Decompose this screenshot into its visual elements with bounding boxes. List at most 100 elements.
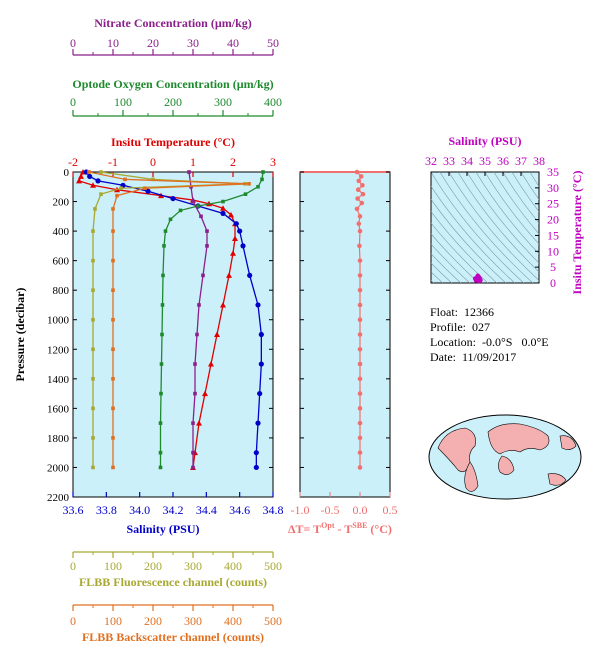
delta-axis-label-part: Opt: [321, 521, 335, 530]
salinity-point: [220, 210, 226, 216]
nitrate-axis-label: Nitrate Concentration (µm/kg): [94, 16, 252, 30]
oxygen-point: [161, 273, 165, 278]
oxygen-point: [243, 192, 248, 196]
oxygen-point: [158, 450, 163, 455]
nitrate-point: [191, 450, 195, 455]
ts-density-contour: [439, 172, 534, 283]
delta-axis-label-part: (°C): [367, 522, 391, 536]
map-landmass: [559, 435, 577, 450]
pressure-tick-label: 200: [53, 197, 70, 209]
salinity-tick-label: 33.6: [63, 503, 84, 517]
delta-point: [357, 346, 363, 352]
fluorescence-axis-label: FLBB Fluorescence channel (counts): [79, 575, 267, 589]
temperature-point: [202, 390, 208, 397]
fluorescence-point: [91, 229, 95, 233]
temperature-point: [226, 272, 232, 278]
ts-density-contour: [520, 172, 539, 200]
backscatter-point: [143, 186, 147, 191]
salinity-point: [247, 272, 253, 279]
ts-point: [478, 277, 483, 283]
salinity-point: [240, 243, 246, 249]
ts-density-contour: [431, 222, 489, 283]
nitrate-tick-label: 10: [107, 36, 119, 50]
fluorescence-tick-label: 0: [70, 559, 76, 573]
oxygen-point: [221, 199, 225, 204]
pressure-tick-label: 1000: [47, 315, 70, 327]
salinity-tick-label: 34.8: [263, 503, 284, 517]
salinity-point: [233, 221, 239, 227]
delta-plot-area: [299, 171, 391, 498]
pressure-tick-label: 1200: [47, 344, 70, 356]
nitrate-tick-label: 50: [267, 36, 279, 50]
pressure-tick-label: 400: [53, 226, 70, 238]
salinity-point: [253, 450, 259, 456]
delta-series-line: [356, 171, 364, 468]
main-plot-area: [72, 171, 274, 498]
backscatter-point: [115, 193, 119, 198]
map-landmass: [498, 455, 515, 475]
ts-density-contour: [502, 172, 539, 224]
ts-salinity-tick-label: 37: [515, 154, 527, 168]
info-float: Float: 12366: [430, 305, 494, 320]
delta-point: [357, 465, 363, 470]
nitrate-point: [191, 421, 195, 425]
delta-point: [357, 376, 363, 382]
oxygen-tick-label: 400: [264, 95, 282, 109]
pressure-tick-label: 1600: [47, 403, 70, 415]
nitrate-point: [199, 214, 203, 219]
pressure-axis-label: Pressure (decibar): [13, 288, 27, 382]
salinity-point: [258, 361, 264, 367]
oxygen-series-line: [159, 171, 264, 468]
ts-temperature-tick-label: 5: [550, 260, 556, 274]
fluorescence-point: [91, 377, 95, 381]
ts-density-contour: [431, 271, 444, 283]
delta-point: [360, 182, 365, 188]
oxygen-point: [163, 229, 168, 233]
date-label: Date:: [430, 350, 456, 364]
temperature-axis-label: Insitu Temperature (°C): [111, 135, 235, 149]
ts-temperature-tick-label: 30: [547, 181, 559, 195]
date-value: 11/09/2017: [462, 350, 517, 364]
delta-tick-label: 0.0: [353, 503, 368, 517]
backscatter-tick-label: 500: [264, 614, 282, 628]
map-landmass: [487, 423, 550, 455]
backscatter-point: [111, 377, 115, 381]
temperature-point: [214, 331, 220, 337]
ts-salinity-tick-label: 36: [497, 154, 509, 168]
oxygen-tick-label: 200: [164, 95, 182, 109]
ts-salinity-tick-label: 38: [533, 154, 545, 168]
oxygen-point: [261, 170, 265, 174]
map-landmass: [437, 427, 476, 473]
ts-density-contour: [431, 262, 453, 283]
ts-density-contour: [493, 172, 539, 235]
delta-axis-label-part: SBE: [352, 521, 367, 530]
backscatter-tick-label: 0: [70, 614, 76, 628]
delta-point: [354, 169, 360, 175]
backscatter-point: [111, 436, 115, 440]
oxygen-point: [178, 208, 183, 213]
backscatter-point: [111, 347, 115, 352]
temperature-tick-label: 3: [270, 155, 276, 169]
salinity-tick-label: 34.6: [229, 503, 250, 517]
backscatter-point: [123, 177, 127, 182]
ts-temperature-tick-label: 25: [547, 197, 559, 211]
fluorescence-point: [91, 436, 95, 440]
temperature-point: [208, 361, 214, 367]
oxygen-tick-label: 300: [214, 95, 232, 109]
pressure-tick-label: 2200: [47, 492, 70, 504]
nitrate-tick-label: 20: [147, 36, 159, 50]
ts-salinity-tick-label: 35: [479, 154, 491, 168]
nitrate-point: [193, 391, 197, 396]
fluorescence-point: [93, 207, 97, 211]
temperature-point: [220, 301, 226, 308]
temperature-point: [196, 420, 202, 426]
pressure-tick-label: 800: [53, 285, 70, 297]
oxygen-point: [159, 391, 163, 396]
ts-point: [475, 273, 480, 278]
fluorescence-tick-label: 500: [264, 559, 282, 573]
backscatter-point: [111, 229, 115, 233]
delta-axis-label-part: - T: [335, 522, 353, 536]
temperature-tick-label: -1: [108, 155, 118, 169]
ts-temperature-tick-label: 0: [550, 276, 556, 290]
